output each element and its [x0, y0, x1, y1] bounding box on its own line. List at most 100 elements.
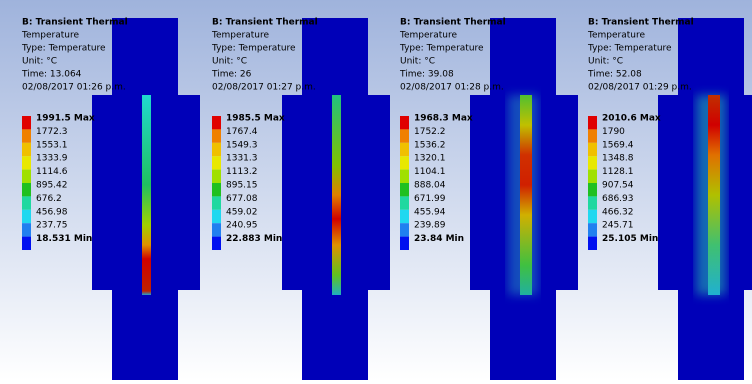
heat-strip	[332, 95, 341, 295]
legend-label: 1128.1	[602, 167, 634, 177]
panel-title: B: Transient Thermal	[400, 18, 506, 28]
panel-info: Time: 13.064	[21, 70, 82, 80]
legend-swatch	[588, 129, 597, 142]
legend-label: 1549.3	[226, 140, 258, 150]
legend-label: 907.54	[602, 181, 634, 191]
legend-swatch	[212, 237, 221, 250]
legend-swatch	[212, 143, 221, 156]
legend-label: 671.99	[414, 194, 446, 204]
legend-swatch	[22, 143, 31, 156]
panel-info: Time: 39.08	[399, 70, 454, 80]
legend-swatch	[588, 156, 597, 169]
legend-label: 1553.1	[36, 140, 68, 150]
panel-info: Type: Temperature	[211, 44, 296, 54]
legend-swatch	[588, 143, 597, 156]
panel-info: Time: 26	[211, 70, 252, 80]
heat-strip	[520, 95, 532, 295]
legend-swatch	[400, 237, 409, 250]
legend-swatch	[400, 210, 409, 223]
legend-swatch	[400, 116, 409, 129]
legend-label: 1331.3	[226, 154, 258, 164]
legend-label: 466.32	[602, 207, 634, 217]
legend-swatch	[212, 156, 221, 169]
legend-label: 686.93	[602, 194, 634, 204]
legend-label: 1348.8	[602, 154, 634, 164]
legend-swatch	[400, 196, 409, 209]
legend-swatch	[212, 196, 221, 209]
legend-label: 22.883 Min	[226, 234, 282, 244]
legend-swatch	[400, 223, 409, 236]
legend-swatch	[588, 170, 597, 183]
legend-swatch	[22, 156, 31, 169]
panel-info: Unit: °C	[588, 57, 623, 67]
legend-label: 676.2	[36, 194, 62, 204]
panel-info: 02/08/2017 01:29 p.m.	[588, 83, 692, 93]
legend-swatch	[22, 196, 31, 209]
legend-swatch	[400, 129, 409, 142]
legend-label: 1536.2	[414, 140, 446, 150]
legend-swatch	[22, 116, 31, 129]
panel-title: B: Transient Thermal	[588, 18, 694, 28]
legend-label: 237.75	[36, 221, 68, 231]
legend-swatch	[212, 129, 221, 142]
panel-info: Type: Temperature	[399, 44, 484, 54]
legend-swatch	[22, 129, 31, 142]
legend-label: 888.04	[414, 181, 446, 191]
legend-swatch	[212, 223, 221, 236]
legend-label: 895.15	[226, 181, 258, 191]
legend-label: 25.105 Min	[602, 234, 658, 244]
legend-label: 1968.3 Max	[414, 114, 473, 124]
legend-swatch	[400, 156, 409, 169]
panel-info: Unit: °C	[400, 57, 435, 67]
legend-swatch	[588, 223, 597, 236]
legend-label: 677.08	[226, 194, 258, 204]
legend-label: 1320.1	[414, 154, 446, 164]
panel-info: Temperature	[399, 31, 457, 41]
legend-label: 245.71	[602, 221, 634, 231]
panel-info: Temperature	[587, 31, 645, 41]
heat-strip	[142, 95, 151, 295]
legend-label: 1113.2	[226, 167, 258, 177]
panel-info: 02/08/2017 01:26 p.m.	[22, 83, 126, 93]
legend-label: 1569.4	[602, 140, 634, 150]
legend-swatch	[588, 237, 597, 250]
panel-info: Temperature	[21, 31, 79, 41]
legend-label: 239.89	[414, 221, 446, 231]
panel-title: B: Transient Thermal	[212, 18, 318, 28]
legend-label: 1333.9	[36, 154, 68, 164]
legend-label: 1772.3	[36, 127, 68, 137]
legend-swatch	[22, 210, 31, 223]
legend-label: 1767.4	[226, 127, 258, 137]
legend-label: 1114.6	[36, 167, 68, 177]
legend-label: 455.94	[414, 207, 446, 217]
legend-swatch	[588, 183, 597, 196]
legend-swatch	[22, 223, 31, 236]
panel-info: Unit: °C	[22, 57, 57, 67]
legend-swatch	[22, 237, 31, 250]
legend-swatch	[212, 170, 221, 183]
legend-label: 459.02	[226, 207, 258, 217]
heat-strip	[708, 95, 720, 295]
legend-swatch	[212, 183, 221, 196]
panel-info: Time: 52.08	[587, 70, 642, 80]
legend-label: 18.531 Min	[36, 234, 92, 244]
legend-swatch	[588, 210, 597, 223]
legend-swatch	[400, 170, 409, 183]
legend-swatch	[400, 143, 409, 156]
legend-swatch	[400, 183, 409, 196]
legend-swatch	[588, 196, 597, 209]
legend-swatch	[588, 116, 597, 129]
legend-label: 1104.1	[414, 167, 446, 177]
panel-title: B: Transient Thermal	[22, 18, 128, 28]
panel-info: 02/08/2017 01:27 p.m.	[212, 83, 316, 93]
legend-swatch	[212, 116, 221, 129]
panel-info: 02/08/2017 01:28 p.m.	[400, 83, 504, 93]
legend-swatch	[22, 183, 31, 196]
panel-info: Unit: °C	[212, 57, 247, 67]
screenshot: B: Transient Thermal Temperature Type: Tem…	[0, 0, 752, 380]
legend-label: 2010.6 Max	[602, 114, 661, 124]
legend-swatch	[212, 210, 221, 223]
legend-label: 895.42	[36, 181, 68, 191]
legend-label: 456.98	[36, 207, 68, 217]
legend-label: 1790	[602, 127, 625, 137]
